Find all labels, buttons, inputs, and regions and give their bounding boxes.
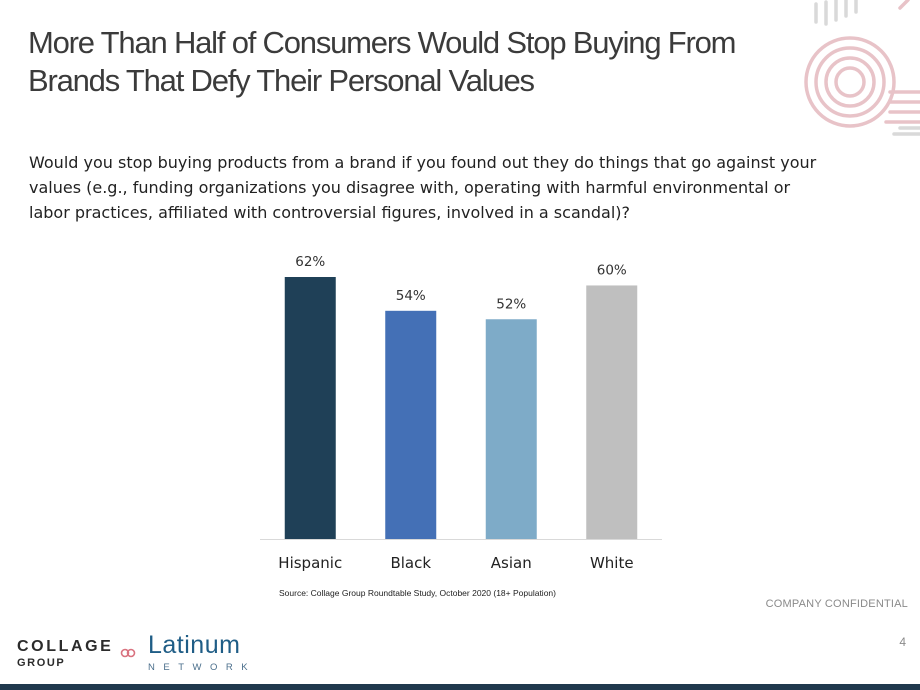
link-icon xyxy=(120,648,136,658)
collage-group-logo: COLLAGE GROUP xyxy=(17,638,117,670)
category-label-hispanic: Hispanic xyxy=(278,554,342,572)
bar-asian xyxy=(485,319,537,539)
bar-hispanic xyxy=(284,277,336,539)
survey-question: Would you stop buying products from a br… xyxy=(29,150,889,225)
collage-logo-line-1: COLLAGE xyxy=(17,638,114,655)
survey-question-line-2: values (e.g., funding organizations you … xyxy=(29,178,791,197)
decorative-pattern-icon xyxy=(804,0,920,136)
value-label-asian: 52% xyxy=(496,296,526,312)
category-label-asian: Asian xyxy=(491,554,532,572)
confidential-label: COMPANY CONFIDENTIAL xyxy=(765,598,908,610)
page-title: More Than Half of Consumers Would Stop B… xyxy=(28,24,818,100)
footer-bar xyxy=(0,684,920,690)
page-title-line-2: Brands That Defy Their Personal Values xyxy=(28,63,535,98)
latinum-logo-line-2: NETWORK xyxy=(148,662,257,673)
survey-question-line-1: Would you stop buying products from a br… xyxy=(29,153,817,172)
category-label-white: White xyxy=(590,554,634,572)
category-label-black: Black xyxy=(390,554,431,572)
latinum-network-logo: Latinum NETWORK xyxy=(148,632,278,675)
page-number: 4 xyxy=(899,635,906,649)
collage-logo-line-2: GROUP xyxy=(17,657,66,669)
source-note: Source: Collage Group Roundtable Study, … xyxy=(279,588,556,598)
value-label-hispanic: 62% xyxy=(295,254,325,270)
page-title-line-1: More Than Half of Consumers Would Stop B… xyxy=(28,25,736,60)
latinum-logo-line-1: Latinum xyxy=(148,631,241,659)
bar-white xyxy=(586,285,638,539)
survey-question-line-3: labor practices, affiliated with controv… xyxy=(29,203,631,222)
bar-black xyxy=(385,310,437,539)
value-label-white: 60% xyxy=(597,262,627,278)
value-label-black: 54% xyxy=(396,288,426,304)
